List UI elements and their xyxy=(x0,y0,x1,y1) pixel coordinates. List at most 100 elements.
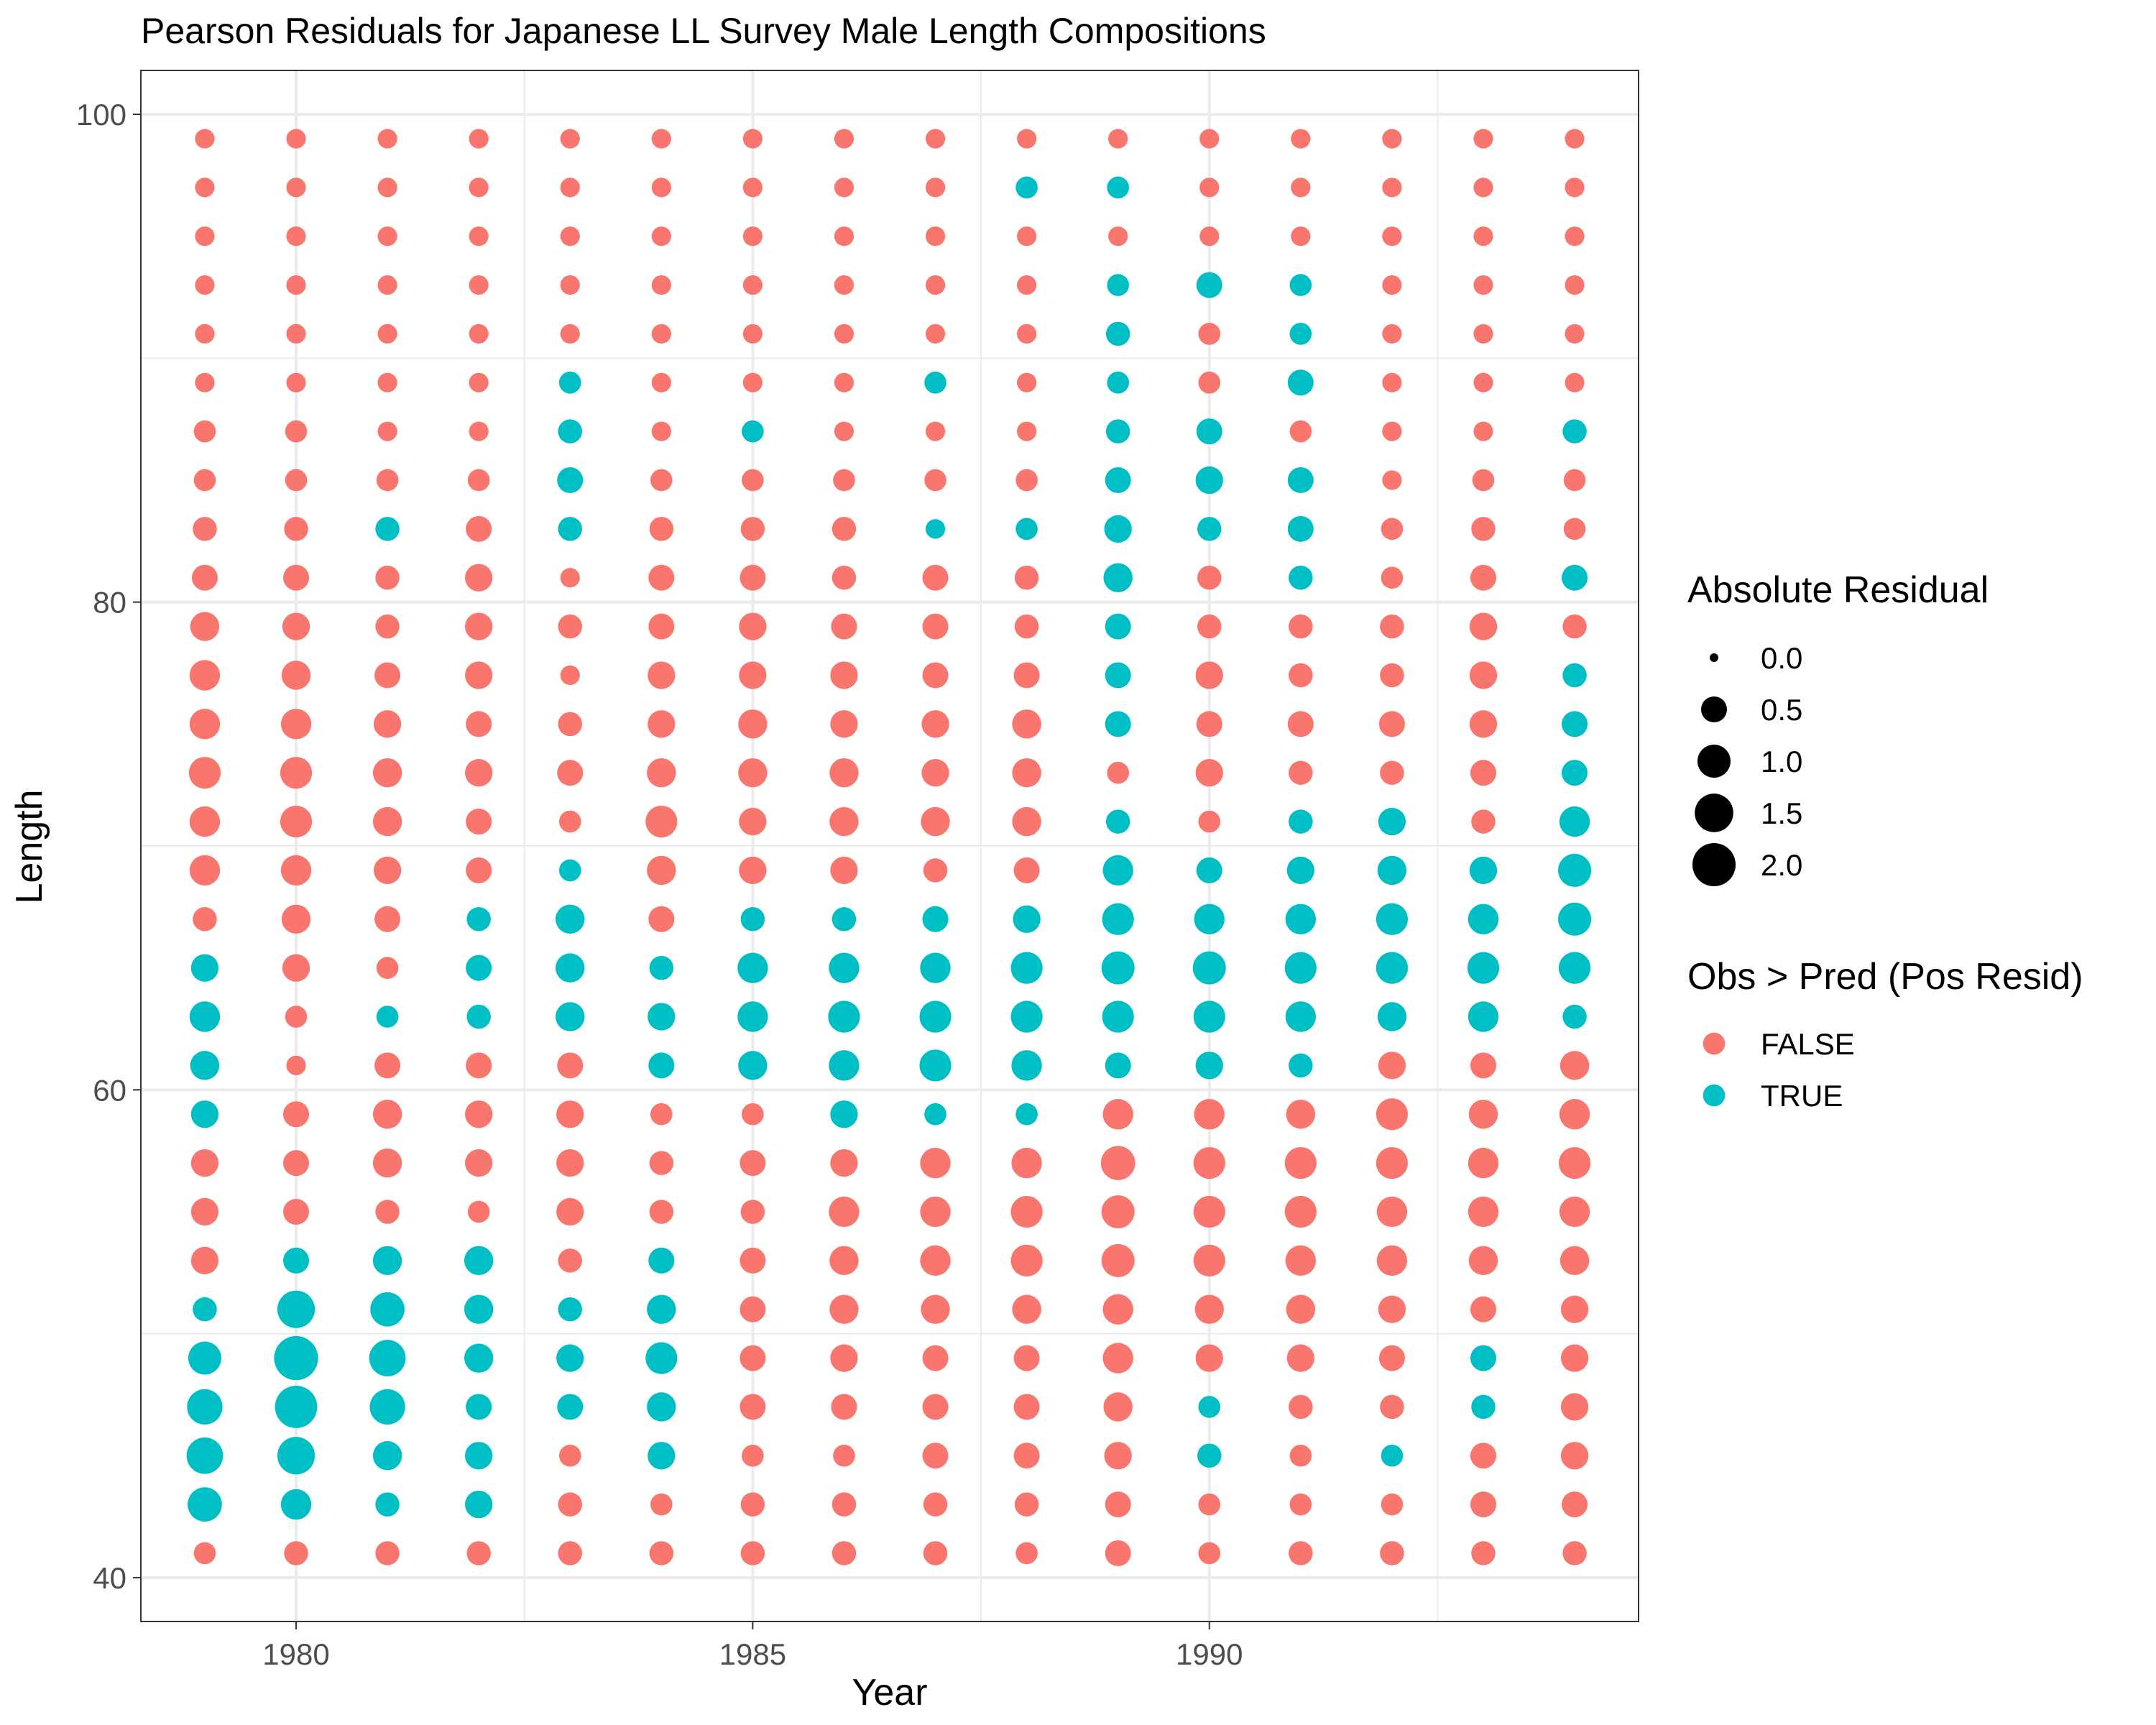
residual-point xyxy=(1196,711,1222,737)
residual-point xyxy=(1560,1344,1589,1372)
legend-color-key xyxy=(1703,1032,1726,1055)
residual-point xyxy=(925,519,946,539)
residual-point xyxy=(464,1294,494,1324)
residual-point xyxy=(1473,129,1493,149)
residual-point xyxy=(286,226,306,247)
residual-point xyxy=(1468,1196,1499,1228)
residual-point xyxy=(742,275,763,295)
residual-point xyxy=(189,806,221,837)
residual-point xyxy=(282,612,310,640)
residual-point xyxy=(1377,855,1407,886)
residual-point xyxy=(649,955,674,980)
residual-point xyxy=(1192,951,1226,985)
residual-point xyxy=(556,1100,584,1128)
x-tick-label: 1985 xyxy=(719,1637,786,1671)
residual-point xyxy=(834,275,854,295)
residual-point xyxy=(831,517,857,541)
residual-point xyxy=(1563,469,1586,492)
residual-point xyxy=(465,759,493,787)
residual-point xyxy=(1195,759,1223,787)
residual-point xyxy=(1015,1542,1038,1565)
residual-point xyxy=(1105,1491,1131,1518)
residual-point xyxy=(648,1052,675,1079)
residual-point xyxy=(925,226,946,247)
residual-point xyxy=(560,323,580,344)
residual-point xyxy=(1195,1344,1223,1372)
residual-point xyxy=(830,661,858,689)
residual-point xyxy=(1101,1243,1135,1277)
residual-point xyxy=(830,710,858,738)
residual-point xyxy=(1010,1195,1043,1228)
residual-point xyxy=(1468,1246,1498,1276)
residual-point xyxy=(1286,1344,1314,1372)
residual-point xyxy=(739,661,767,689)
residual-point xyxy=(649,517,674,541)
residual-point xyxy=(283,1101,310,1128)
residual-point xyxy=(558,712,582,737)
legend-size-key xyxy=(1700,696,1728,723)
residual-point xyxy=(1197,517,1222,541)
residual-point xyxy=(1012,806,1041,837)
residual-point xyxy=(1017,226,1037,247)
residual-point xyxy=(277,1437,315,1475)
residual-point xyxy=(1199,129,1220,149)
residual-point xyxy=(465,661,493,689)
residual-point xyxy=(1015,518,1038,540)
residual-point xyxy=(560,275,580,295)
residual-point xyxy=(1286,1100,1316,1129)
residual-point xyxy=(1198,810,1221,833)
legend-size-label: 2.0 xyxy=(1761,848,1802,882)
residual-point xyxy=(286,1055,306,1075)
residual-point xyxy=(557,760,584,786)
residual-point xyxy=(283,1198,310,1225)
residual-point xyxy=(921,759,949,787)
residual-point xyxy=(834,226,854,247)
residual-point xyxy=(647,758,676,788)
residual-point xyxy=(920,1196,951,1228)
residual-point xyxy=(1558,902,1592,936)
residual-point xyxy=(1472,469,1495,492)
residual-point xyxy=(375,614,400,639)
residual-point xyxy=(1559,1196,1590,1228)
residual-point xyxy=(190,1051,220,1080)
residual-point xyxy=(1105,419,1130,443)
residual-point xyxy=(283,1247,310,1274)
residual-point xyxy=(466,1004,491,1029)
residual-point xyxy=(1376,903,1409,935)
residual-point xyxy=(1376,952,1409,984)
residual-point xyxy=(1015,1103,1038,1126)
residual-point xyxy=(1285,1001,1317,1032)
residual-point xyxy=(1287,711,1314,737)
residual-point xyxy=(281,904,311,934)
legend-size-label: 1.0 xyxy=(1761,745,1802,778)
residual-point xyxy=(919,1000,952,1033)
residual-point xyxy=(834,178,854,198)
residual-point xyxy=(369,1389,405,1425)
y-tick-label: 40 xyxy=(93,1561,126,1595)
residual-point xyxy=(829,806,859,837)
residual-point xyxy=(1194,903,1225,934)
residual-point xyxy=(1560,1246,1590,1276)
residual-point xyxy=(374,1052,401,1079)
residual-point xyxy=(834,421,854,441)
residual-point xyxy=(195,275,215,295)
residual-point xyxy=(1563,518,1586,540)
residual-point xyxy=(1470,1443,1496,1469)
residual-point xyxy=(284,517,308,541)
residual-point xyxy=(556,904,585,934)
legend-size-key xyxy=(1692,842,1736,887)
residual-point xyxy=(924,469,946,492)
residual-point xyxy=(647,1294,676,1324)
residual-point xyxy=(1565,372,1585,392)
residual-point xyxy=(1473,226,1493,247)
residual-point xyxy=(1381,1493,1404,1516)
legend-size-label: 1.5 xyxy=(1761,796,1802,830)
residual-point xyxy=(375,1492,400,1517)
residual-point xyxy=(1104,1442,1132,1470)
residual-point xyxy=(469,323,489,344)
residual-point xyxy=(1102,1099,1133,1130)
residual-point xyxy=(1197,1443,1222,1468)
residual-point xyxy=(556,1149,584,1177)
residual-point xyxy=(649,1541,674,1565)
residual-point xyxy=(558,1492,582,1517)
